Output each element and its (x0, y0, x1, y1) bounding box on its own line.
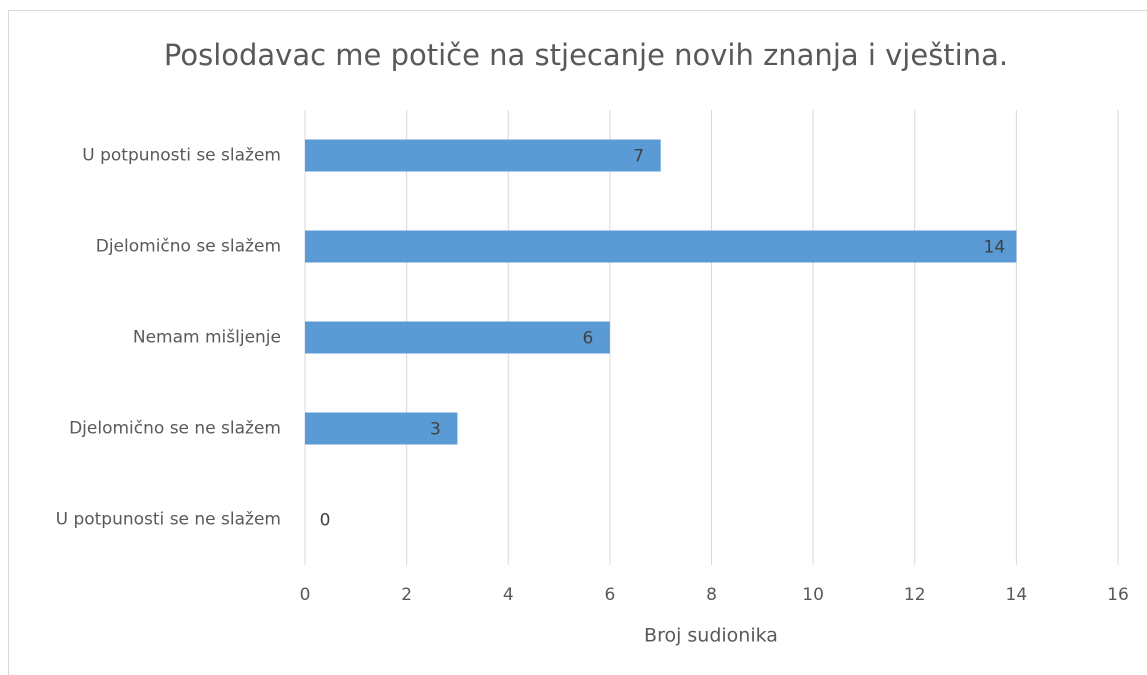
bar (305, 321, 610, 354)
y-tick-label: Djelomično se ne slažem (69, 419, 281, 439)
data-label: 6 (582, 329, 593, 349)
data-label: 7 (633, 147, 644, 167)
x-tick-label: 2 (401, 585, 412, 605)
x-tick-label: 10 (802, 585, 824, 605)
x-tick-label: 4 (503, 585, 514, 605)
y-tick-label: Nemam mišljenje (133, 328, 281, 348)
y-tick-label: U potpunosti se slažem (82, 146, 281, 166)
x-tick-label: 0 (300, 585, 311, 605)
data-label: 14 (984, 238, 1006, 258)
x-tick-label: 8 (706, 585, 717, 605)
bar (305, 230, 1017, 263)
chart-title: Poslodavac me potiče na stjecanje novih … (164, 38, 1008, 72)
x-axis-title: Broj sudionika (644, 625, 778, 647)
y-tick-label: U potpunosti se ne slažem (56, 510, 281, 530)
bar (305, 412, 458, 445)
bar (305, 139, 661, 172)
chart-border (8, 10, 1147, 675)
x-tick-label: 12 (904, 585, 926, 605)
data-label: 3 (430, 420, 441, 440)
x-tick-label: 6 (604, 585, 615, 605)
data-label: 0 (320, 511, 331, 531)
x-tick-label: 16 (1107, 585, 1129, 605)
y-tick-label: Djelomično se slažem (96, 237, 281, 257)
x-tick-label: 14 (1006, 585, 1028, 605)
